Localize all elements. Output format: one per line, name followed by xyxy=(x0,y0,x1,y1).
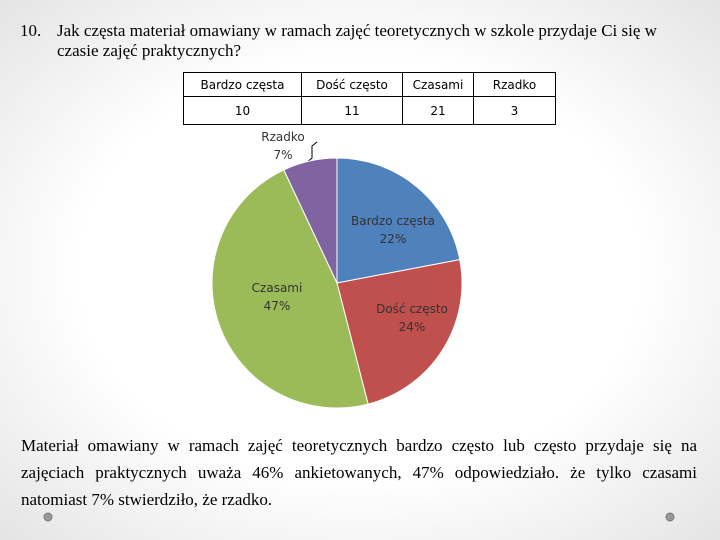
question-text: Jak częsta materiał omawiany w ramach za… xyxy=(57,21,657,60)
pie-slice xyxy=(336,258,463,405)
slice-value: 7% xyxy=(273,148,292,162)
table-value-cell: 11 xyxy=(301,96,403,125)
pie-slice xyxy=(283,157,338,284)
conclusion: Materiał omawiany w ramach zajęć teorety… xyxy=(21,436,697,509)
table-header-cell: Czasami xyxy=(402,72,474,97)
slice-value: 47% xyxy=(264,299,291,313)
slice-category: Bardzo częsta xyxy=(351,214,435,228)
slice-label: Dość często 24% xyxy=(376,302,448,334)
table-value-cell: 10 xyxy=(183,96,302,125)
slice-category: Rzadko xyxy=(261,130,304,144)
table-value-cell: 3 xyxy=(473,96,556,125)
question-number: 10. xyxy=(20,21,42,40)
slice-label: Rzadko 7% xyxy=(261,130,304,162)
slice-category: Dość często xyxy=(376,302,448,316)
slice-label: Bardzo częsta 22% xyxy=(351,214,435,246)
table-header-cell: Bardzo częsta xyxy=(183,72,302,97)
pie-slice xyxy=(336,157,461,284)
leader-line xyxy=(305,141,318,164)
table-values: 10 11 21 3 xyxy=(183,96,556,125)
table-header: Bardzo częsta Dość często Czasami Rzadko xyxy=(183,72,556,97)
data-table: Bardzo częsta Dość często Czasami Rzadko 10… xyxy=(183,72,556,125)
pie-slice xyxy=(211,169,369,409)
decor-dot xyxy=(665,512,675,522)
table-value-cell: 21 xyxy=(402,96,474,125)
decor-dot xyxy=(43,512,53,522)
slice-category: Czasami xyxy=(252,281,303,295)
table-header-cell: Rzadko xyxy=(473,72,556,97)
slice-value: 22% xyxy=(380,232,407,246)
slice-label: Czasami 47% xyxy=(252,281,303,313)
slice-value: 24% xyxy=(399,320,426,334)
